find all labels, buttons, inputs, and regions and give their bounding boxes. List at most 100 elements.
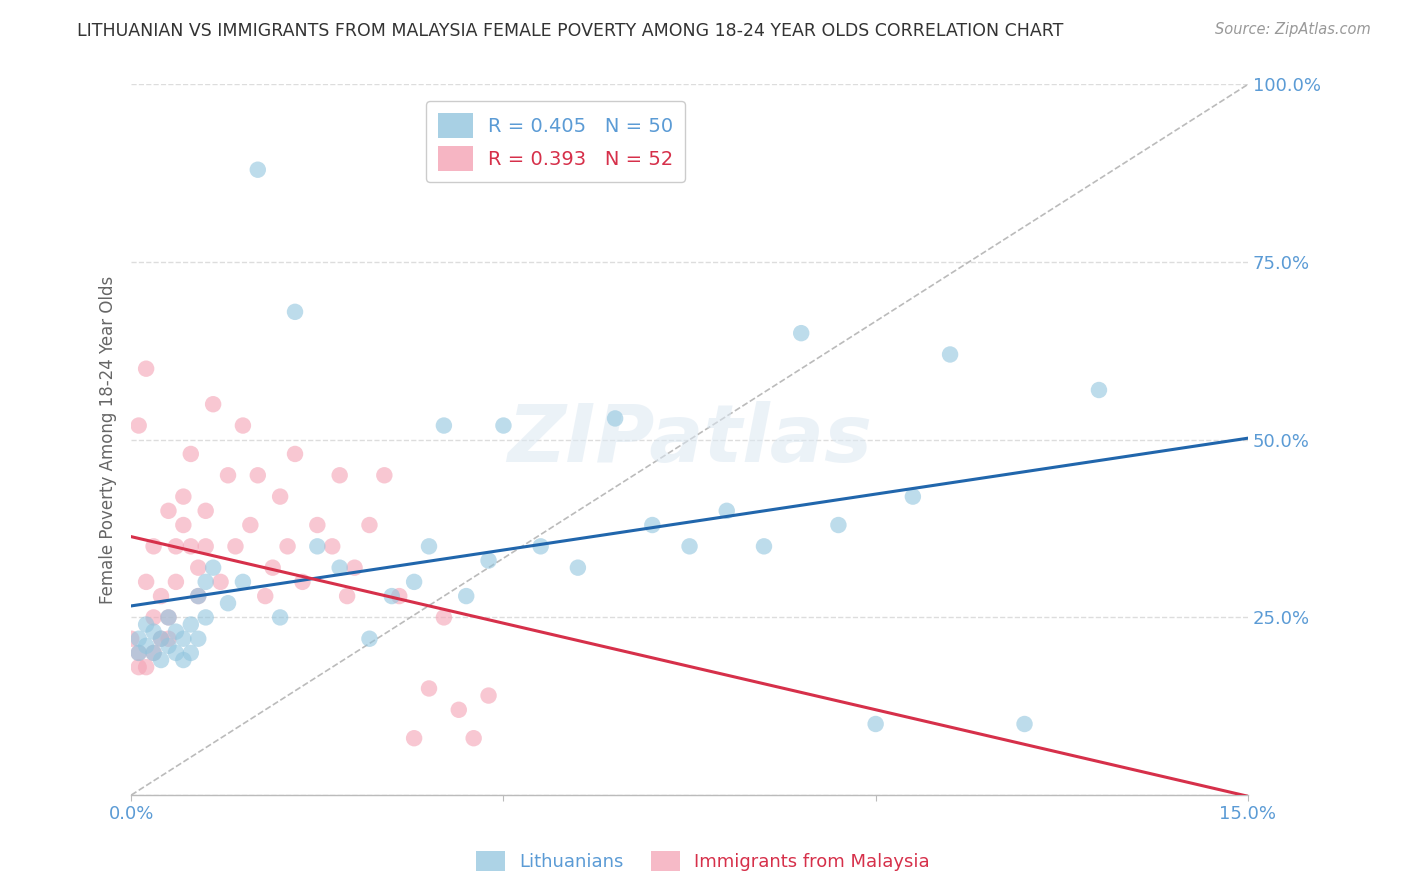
Point — [336, 589, 359, 603]
Point — [1088, 383, 1111, 397]
Point — [187, 560, 209, 574]
Point — [128, 646, 150, 660]
Point — [939, 347, 962, 361]
Point — [827, 518, 849, 533]
Point — [404, 574, 426, 589]
Point — [329, 468, 352, 483]
Y-axis label: Female Poverty Among 18-24 Year Olds: Female Poverty Among 18-24 Year Olds — [100, 276, 117, 604]
Point — [217, 468, 239, 483]
Point — [135, 361, 157, 376]
Point — [180, 646, 202, 660]
Point — [456, 589, 478, 603]
Point — [128, 418, 150, 433]
Point — [603, 411, 626, 425]
Legend: Lithuanians, Immigrants from Malaysia: Lithuanians, Immigrants from Malaysia — [470, 844, 936, 879]
Point — [120, 632, 142, 646]
Point — [128, 646, 150, 660]
Point — [477, 553, 499, 567]
Point — [381, 589, 404, 603]
Point — [180, 539, 202, 553]
Point — [150, 632, 173, 646]
Text: LITHUANIAN VS IMMIGRANTS FROM MALAYSIA FEMALE POVERTY AMONG 18-24 YEAR OLDS CORR: LITHUANIAN VS IMMIGRANTS FROM MALAYSIA F… — [77, 22, 1064, 40]
Point — [752, 539, 775, 553]
Point — [217, 596, 239, 610]
Point — [269, 610, 291, 624]
Point — [157, 504, 180, 518]
Point — [901, 490, 924, 504]
Point — [150, 589, 173, 603]
Point — [246, 162, 269, 177]
Point — [157, 610, 180, 624]
Point — [202, 397, 225, 411]
Point — [865, 717, 887, 731]
Point — [463, 731, 485, 746]
Point — [343, 560, 366, 574]
Text: ZIPatlas: ZIPatlas — [508, 401, 872, 479]
Point — [530, 539, 553, 553]
Point — [284, 305, 307, 319]
Point — [447, 703, 470, 717]
Point — [418, 539, 440, 553]
Legend: R = 0.405   N = 50, R = 0.393   N = 52: R = 0.405 N = 50, R = 0.393 N = 52 — [426, 102, 685, 182]
Point — [492, 418, 515, 433]
Point — [418, 681, 440, 696]
Point — [128, 632, 150, 646]
Point — [157, 632, 180, 646]
Point — [477, 689, 499, 703]
Point — [165, 539, 187, 553]
Point — [165, 646, 187, 660]
Point — [135, 574, 157, 589]
Point — [150, 632, 173, 646]
Point — [232, 418, 254, 433]
Point — [172, 632, 194, 646]
Point — [142, 624, 165, 639]
Point — [135, 660, 157, 674]
Point — [209, 574, 232, 589]
Point — [307, 539, 329, 553]
Point — [135, 639, 157, 653]
Point — [254, 589, 277, 603]
Point — [194, 504, 217, 518]
Point — [433, 418, 456, 433]
Point — [165, 624, 187, 639]
Point — [187, 589, 209, 603]
Point — [291, 574, 314, 589]
Point — [1014, 717, 1036, 731]
Point — [262, 560, 284, 574]
Point — [433, 610, 456, 624]
Point — [359, 518, 381, 533]
Point — [180, 617, 202, 632]
Point — [172, 518, 194, 533]
Point — [307, 518, 329, 533]
Text: Source: ZipAtlas.com: Source: ZipAtlas.com — [1215, 22, 1371, 37]
Point — [373, 468, 395, 483]
Point — [404, 731, 426, 746]
Point — [142, 539, 165, 553]
Point — [277, 539, 299, 553]
Point — [716, 504, 738, 518]
Point — [567, 560, 589, 574]
Point — [157, 639, 180, 653]
Point — [269, 490, 291, 504]
Point — [187, 589, 209, 603]
Point — [180, 447, 202, 461]
Point — [194, 539, 217, 553]
Point — [128, 660, 150, 674]
Point — [232, 574, 254, 589]
Point — [165, 574, 187, 589]
Point — [172, 653, 194, 667]
Point — [388, 589, 411, 603]
Point — [224, 539, 246, 553]
Point — [142, 646, 165, 660]
Point — [790, 326, 813, 340]
Point — [172, 490, 194, 504]
Point — [321, 539, 343, 553]
Point — [135, 617, 157, 632]
Point — [246, 468, 269, 483]
Point — [187, 632, 209, 646]
Point — [239, 518, 262, 533]
Point — [194, 610, 217, 624]
Point — [142, 610, 165, 624]
Point — [150, 653, 173, 667]
Point — [284, 447, 307, 461]
